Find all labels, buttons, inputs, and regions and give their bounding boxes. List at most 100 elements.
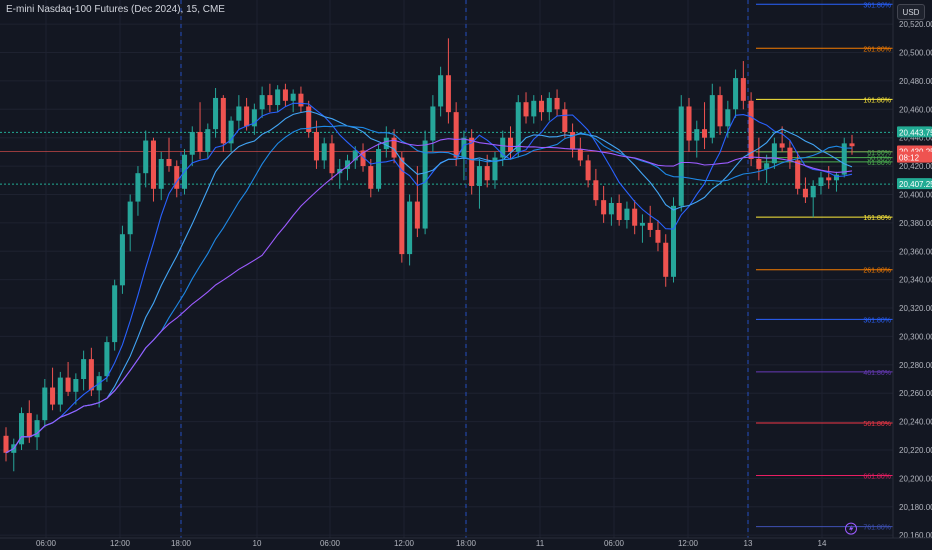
candle-body[interactable]	[430, 106, 436, 141]
lightning-icon[interactable]	[845, 522, 857, 535]
candle-body[interactable]	[26, 413, 32, 438]
candle-body[interactable]	[624, 208, 630, 221]
candle-body[interactable]	[42, 387, 48, 421]
candle-body[interactable]	[678, 106, 684, 206]
candle-body[interactable]	[422, 140, 428, 229]
candle-body[interactable]	[795, 160, 801, 189]
candle-body[interactable]	[344, 160, 351, 169]
candle-body[interactable]	[670, 205, 677, 277]
candle-body[interactable]	[438, 75, 444, 107]
candle-body[interactable]	[414, 201, 420, 229]
candle-body[interactable]	[779, 143, 785, 148]
candle-body[interactable]	[461, 137, 467, 158]
candle-body[interactable]	[756, 158, 762, 169]
candle-body[interactable]	[694, 129, 700, 141]
candle-body[interactable]	[616, 202, 622, 221]
candle-body[interactable]	[826, 177, 832, 181]
candle-body[interactable]	[127, 201, 133, 235]
candle-body[interactable]	[717, 95, 723, 127]
candle-body[interactable]	[337, 168, 343, 174]
candle-body[interactable]	[818, 177, 824, 186]
candle-body[interactable]	[135, 173, 141, 202]
candle-body[interactable]	[802, 188, 808, 198]
candle-body[interactable]	[733, 78, 739, 110]
candle-body[interactable]	[143, 140, 149, 174]
candle-body[interactable]	[259, 95, 265, 110]
candle-body[interactable]	[748, 100, 754, 159]
candle-body[interactable]	[570, 132, 576, 150]
candle-body[interactable]	[445, 75, 451, 113]
candle-body[interactable]	[507, 137, 514, 152]
candle-body[interactable]	[686, 106, 692, 141]
candle-body[interactable]	[282, 89, 288, 101]
candle-body[interactable]	[275, 89, 281, 106]
candle-body[interactable]	[702, 129, 708, 138]
candle-body[interactable]	[313, 132, 319, 161]
candle-body[interactable]	[352, 150, 358, 161]
candle-body[interactable]	[764, 163, 770, 169]
candle-body[interactable]	[251, 109, 257, 127]
candle-body[interactable]	[298, 93, 304, 107]
candle-body[interactable]	[189, 132, 195, 155]
candle-body[interactable]	[841, 143, 847, 175]
candle-body[interactable]	[88, 359, 94, 391]
candle-body[interactable]	[50, 387, 56, 405]
candle-body[interactable]	[453, 112, 459, 158]
candle-body[interactable]	[329, 143, 335, 174]
candle-body[interactable]	[849, 143, 855, 147]
candle-body[interactable]	[399, 157, 405, 255]
candle-body[interactable]	[197, 132, 203, 152]
candle-body[interactable]	[531, 100, 537, 117]
candle-body[interactable]	[360, 150, 366, 167]
candle-body[interactable]	[228, 120, 234, 144]
candle-body[interactable]	[383, 137, 389, 150]
currency-button[interactable]: USD	[897, 4, 925, 20]
candle-body[interactable]	[150, 140, 156, 189]
candle-body[interactable]	[476, 166, 482, 186]
candle-body[interactable]	[166, 158, 172, 167]
candle-body[interactable]	[213, 97, 219, 130]
candle-body[interactable]	[492, 157, 498, 181]
candle-body[interactable]	[158, 158, 164, 189]
candle-body[interactable]	[577, 149, 583, 161]
candle-body[interactable]	[585, 160, 591, 181]
candle-body[interactable]	[104, 342, 110, 377]
candle-body[interactable]	[469, 137, 475, 186]
candle-body[interactable]	[34, 420, 40, 438]
candle-body[interactable]	[19, 413, 25, 445]
candle-body[interactable]	[290, 93, 296, 101]
candle-body[interactable]	[639, 222, 645, 226]
candle-body[interactable]	[244, 106, 250, 127]
candle-body[interactable]	[740, 78, 746, 101]
candle-body[interactable]	[810, 185, 816, 198]
candle-body[interactable]	[562, 109, 568, 133]
candle-body[interactable]	[484, 166, 490, 181]
candle-body[interactable]	[267, 95, 273, 106]
candle-body[interactable]	[546, 97, 552, 113]
candle-body[interactable]	[554, 97, 560, 110]
candle-body[interactable]	[81, 359, 87, 380]
candle-body[interactable]	[655, 229, 661, 243]
candle-body[interactable]	[407, 201, 413, 255]
candle-body[interactable]	[523, 102, 529, 117]
candle-body[interactable]	[833, 174, 839, 181]
candle-body[interactable]	[500, 137, 506, 158]
candle-body[interactable]	[3, 435, 9, 453]
candle-body[interactable]	[306, 106, 312, 133]
candle-body[interactable]	[632, 208, 638, 226]
candle-body[interactable]	[771, 143, 777, 164]
candle-body[interactable]	[174, 166, 180, 189]
candle-body[interactable]	[368, 166, 374, 189]
candle-body[interactable]	[725, 109, 731, 127]
candle-body[interactable]	[663, 242, 669, 277]
candle-body[interactable]	[73, 379, 79, 392]
candle-body[interactable]	[709, 95, 715, 138]
candle-body[interactable]	[593, 180, 599, 201]
candle-body[interactable]	[376, 149, 382, 189]
candle-body[interactable]	[787, 147, 793, 161]
candle-body[interactable]	[65, 377, 71, 392]
candle-body[interactable]	[205, 129, 211, 152]
candle-body[interactable]	[57, 377, 63, 405]
candle-body[interactable]	[321, 143, 327, 161]
